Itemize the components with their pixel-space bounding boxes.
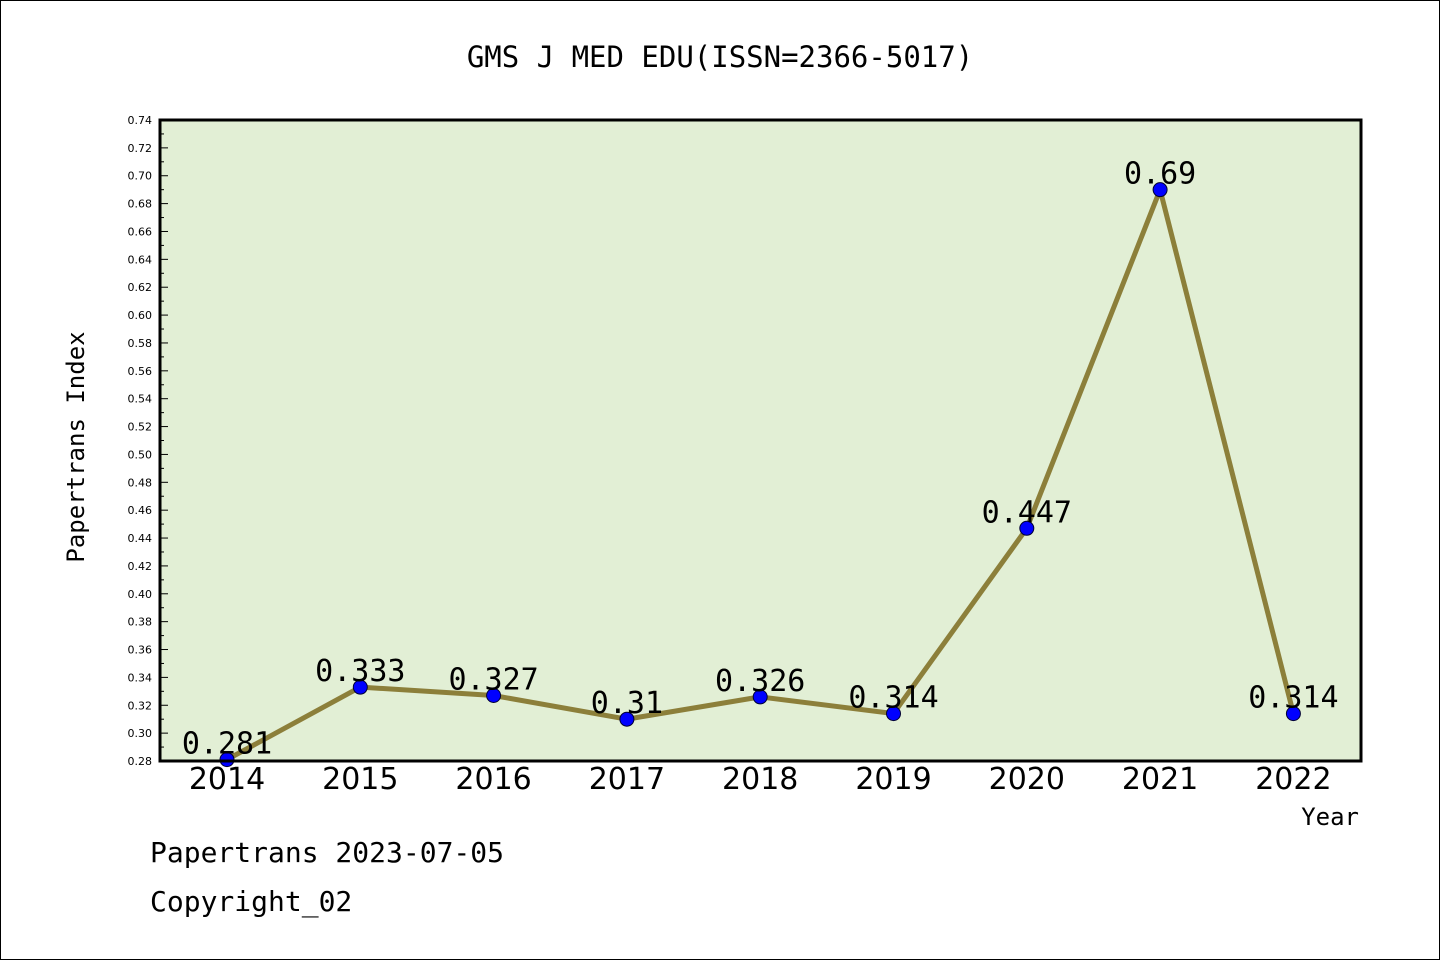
- data-label: 0.333: [315, 654, 405, 689]
- data-label: 0.69: [1124, 157, 1196, 192]
- data-point: [619, 711, 635, 727]
- y-tick-label: 0.68: [128, 198, 153, 211]
- data-point: [886, 706, 901, 722]
- y-tick-label: 0.64: [128, 253, 153, 266]
- data-label: 0.447: [982, 495, 1072, 530]
- y-tick-label: 0.56: [128, 365, 153, 378]
- y-tick-label: 0.44: [128, 532, 153, 545]
- footer-copyright: Copyright_02: [150, 885, 353, 918]
- x-tick-label: 2021: [1122, 762, 1198, 797]
- data-label: 0.314: [848, 681, 938, 716]
- y-axis-title: Papertrans Index: [62, 331, 90, 562]
- data-labels: 0.281 0.333 0.327 0.31 0.326 0.314 0.447 0.69 0.…: [182, 157, 1339, 762]
- y-tick-label: 0.52: [128, 421, 153, 434]
- x-tick-label: 2016: [455, 762, 531, 797]
- y-tick-label: 0.66: [128, 225, 153, 238]
- y-tick-label: 0.34: [128, 671, 153, 684]
- data-label: 0.326: [715, 664, 805, 699]
- data-label: 0.281: [182, 727, 272, 762]
- y-tick-label: 0.70: [128, 170, 153, 183]
- x-tick-label: 2014: [189, 762, 265, 797]
- data-point: [1285, 706, 1301, 722]
- x-axis-tick-labels: 2014 2015 2016 2017 2018 2019 2020 2021 2022: [189, 762, 1332, 797]
- data-point: [1152, 182, 1168, 198]
- y-tick-label: 0.72: [128, 142, 153, 155]
- x-tick-label: 2015: [322, 762, 398, 797]
- data-point: [1019, 520, 1035, 536]
- plot-border: [158, 118, 1363, 763]
- y-axis-tick-labels: 0.28 0.30 0.32 0.34 0.36 0.38 0.40 0.42 0.44 0.46…: [128, 114, 153, 768]
- y-tick-label: 0.54: [128, 393, 153, 406]
- y-tick-label: 0.46: [128, 504, 153, 517]
- x-tick-label: 2017: [589, 762, 665, 797]
- y-tick-label: 0.58: [128, 337, 153, 350]
- y-tick-label: 0.62: [128, 281, 153, 294]
- footer-date-line: Papertrans 2023-07-05: [150, 836, 505, 869]
- data-point: [486, 688, 502, 704]
- y-tick-label: 0.74: [128, 114, 153, 127]
- data-point: [752, 689, 768, 705]
- x-tick-label: 2018: [722, 762, 798, 797]
- y-tick-label: 0.60: [128, 309, 153, 322]
- x-tick-label: 2019: [855, 762, 931, 797]
- y-tick-label: 0.40: [128, 588, 153, 601]
- chart-title: GMS J MED EDU(ISSN=2366-5017): [467, 40, 973, 74]
- y-tick-label: 0.36: [128, 644, 153, 657]
- y-tick-label: 0.48: [128, 476, 153, 489]
- y-tick-label: 0.42: [128, 560, 153, 573]
- y-tick-label: 0.50: [128, 448, 153, 461]
- y-tick-label: 0.30: [128, 727, 153, 740]
- plot-area: [160, 120, 1361, 761]
- data-label: 0.31: [591, 686, 663, 721]
- y-tick-label: 0.38: [128, 616, 153, 629]
- data-point: [352, 679, 368, 695]
- x-tick-label: 2022: [1255, 762, 1331, 797]
- data-markers: [219, 182, 1301, 768]
- data-label: 0.314: [1248, 681, 1338, 716]
- x-tick-label: 2020: [989, 762, 1065, 797]
- y-tick-label: 0.28: [128, 755, 153, 768]
- data-label: 0.327: [448, 663, 538, 698]
- y-tick-label: 0.32: [128, 699, 153, 712]
- x-axis-title: Year: [1301, 803, 1359, 831]
